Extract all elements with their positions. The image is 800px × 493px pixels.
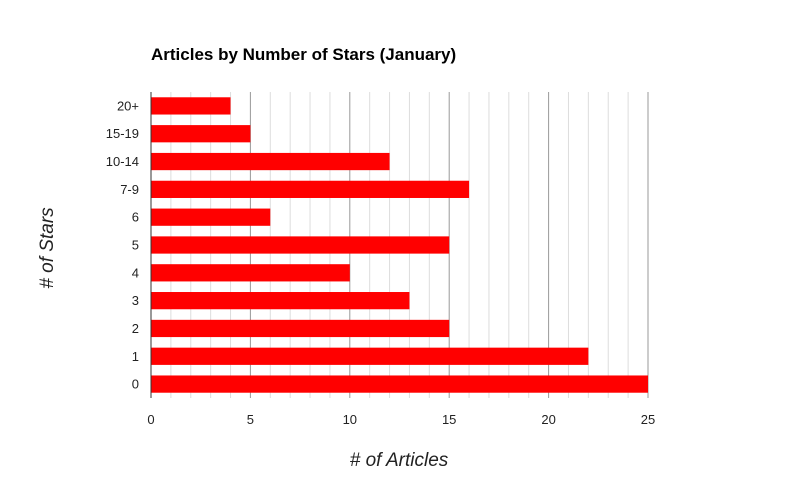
x-tick-label: 25 [641, 412, 655, 427]
bar-1 [151, 347, 589, 365]
x-axis-label: # of Articles [349, 450, 449, 471]
y-tick-label: 6 [132, 210, 139, 225]
x-tick-label: 10 [343, 412, 357, 427]
bar-15-19 [151, 125, 251, 143]
y-tick-label: 10-14 [106, 154, 139, 169]
x-tick-labels: 0 5 10 15 20 25 [147, 412, 655, 427]
y-tick-labels: 20+ 15-19 10-14 7-9 6 5 4 3 2 1 0 [106, 98, 139, 391]
x-tick-label: 20 [541, 412, 555, 427]
y-tick-label: 5 [132, 238, 139, 253]
x-tick-label: 5 [247, 412, 254, 427]
bar-0 [151, 375, 648, 393]
y-tick-label: 2 [132, 321, 139, 336]
x-tick-label: 0 [147, 412, 154, 427]
bar-4 [151, 264, 350, 282]
bar-3 [151, 292, 410, 310]
bar-2 [151, 319, 450, 338]
y-tick-label: 0 [132, 377, 139, 392]
bar-10-14 [151, 152, 390, 171]
bars [151, 97, 648, 393]
y-tick-label: 15-19 [106, 126, 139, 141]
bar-5 [151, 236, 450, 254]
x-tick-label: 15 [442, 412, 456, 427]
y-tick-label: 3 [132, 293, 139, 308]
y-tick-label: 1 [132, 349, 139, 364]
y-tick-label: 20+ [117, 98, 139, 113]
chart-title: Articles by Number of Stars (January) [151, 45, 457, 64]
bar-7-9 [151, 180, 470, 198]
y-tick-label: 7-9 [120, 182, 139, 197]
y-tick-label: 4 [132, 265, 139, 280]
bar-6 [151, 208, 271, 226]
bar-20+ [151, 97, 231, 115]
